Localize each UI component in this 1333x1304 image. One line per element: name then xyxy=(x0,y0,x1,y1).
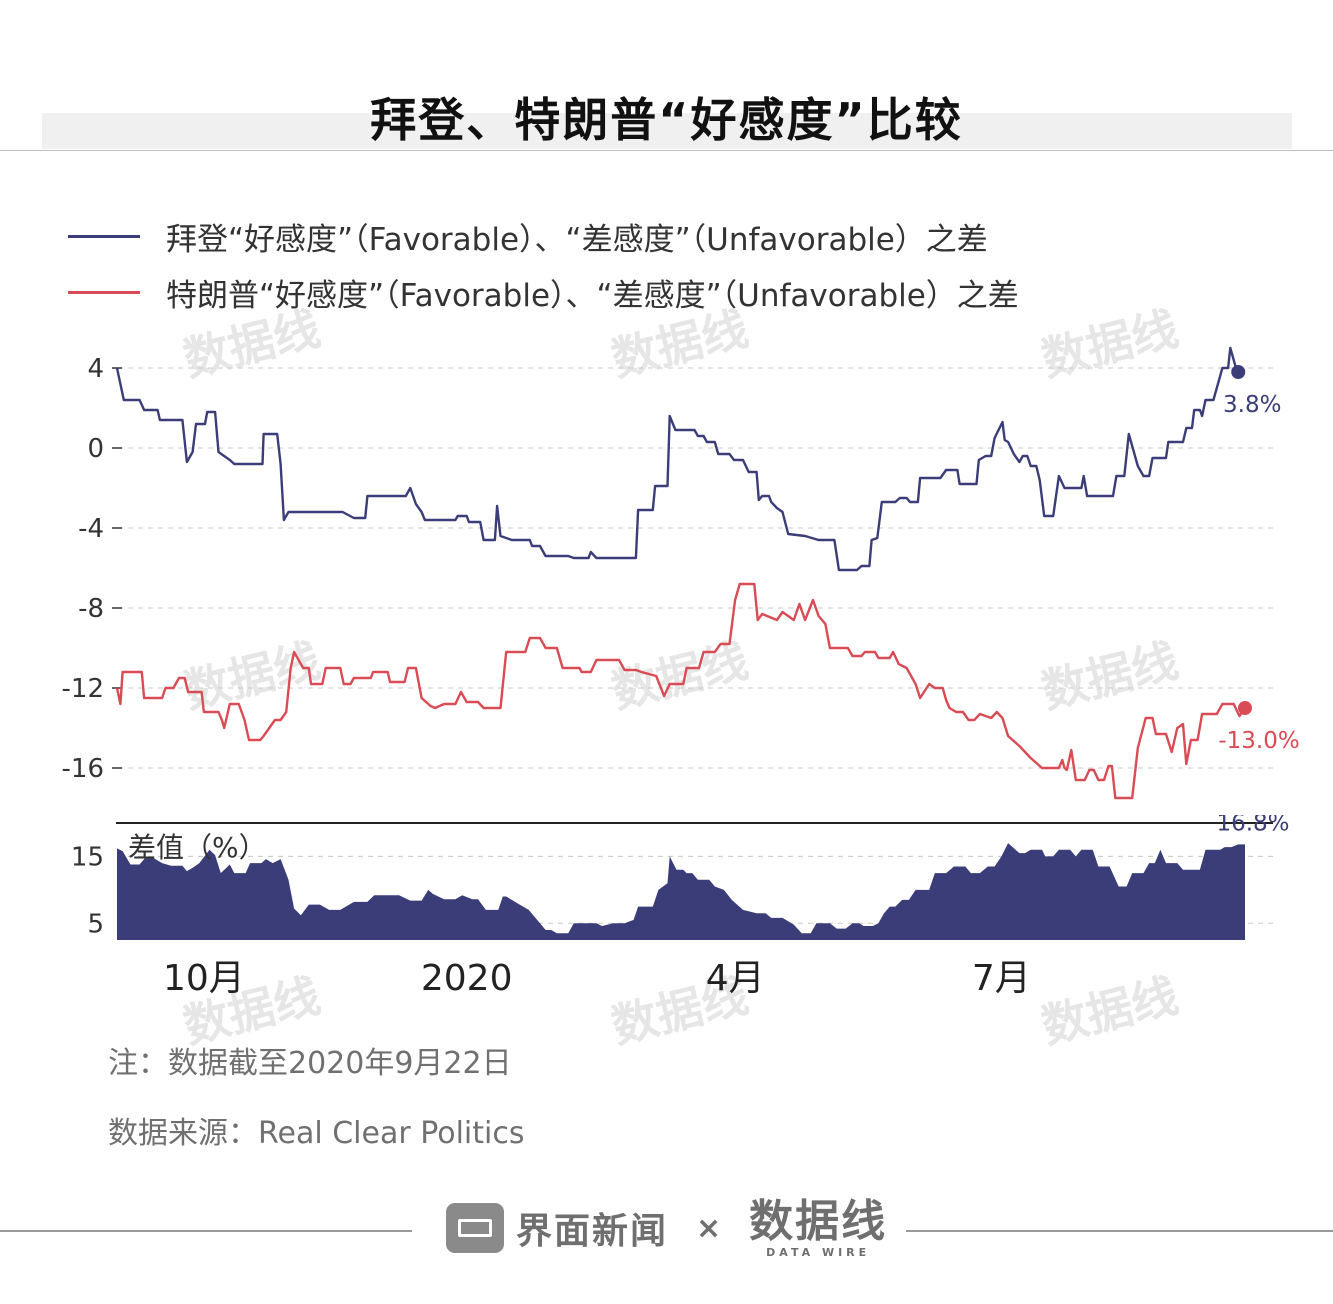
diff-y-tick-label: 15 xyxy=(71,842,104,872)
datawire-logo-text: 数据线 xyxy=(749,1195,888,1247)
legend-swatch-trump xyxy=(68,290,140,294)
footer-rule-left xyxy=(0,1230,412,1232)
difference-area xyxy=(117,843,1245,940)
main-y-axis: 4 0 -4 -8 -12 -16 xyxy=(62,354,122,784)
main-y-tick-label: 0 xyxy=(87,434,104,464)
difference-area-chart: 15 5 差值（%） 16.8% xyxy=(71,815,1290,940)
x-axis-label: 4月 xyxy=(706,958,765,999)
title-band xyxy=(42,113,1292,149)
x-axis-label: 10月 xyxy=(163,958,245,999)
main-series xyxy=(115,346,1246,800)
trump-end-label: -13.0% xyxy=(1218,728,1299,754)
diff-end-marker: 16.8% xyxy=(1216,815,1289,836)
footer-brand: 界面新闻 × 数据线 DATA WIRE xyxy=(446,1195,888,1259)
x-axis-label: 2020 xyxy=(421,958,513,999)
main-y-tick-label: 4 xyxy=(87,354,104,384)
main-line-chart: 4 0 -4 -8 -12 -16 3.8% -13.0% xyxy=(62,346,1300,800)
footer-rule-right xyxy=(906,1230,1333,1232)
diff-y-tick-label: 5 xyxy=(87,909,104,939)
trump-end-point xyxy=(1238,701,1252,715)
main-grid xyxy=(118,367,1273,769)
datawire-logo-subtext: DATA WIRE xyxy=(766,1245,871,1259)
brand-name: 界面新闻 xyxy=(516,1211,669,1252)
jiemian-logo-icon xyxy=(446,1203,504,1253)
biden-end-label: 3.8% xyxy=(1223,392,1281,418)
legend-label-trump: 特朗普“好感度”（Favorable）、“差感度”（Unfavorable）之差 xyxy=(166,277,1019,314)
biden-end-point xyxy=(1231,365,1246,379)
diff-series xyxy=(117,843,1245,940)
main-y-tick-label: -8 xyxy=(78,594,104,624)
trump-series-line xyxy=(115,582,1246,800)
diff-chart-title: 差值（%） xyxy=(128,831,267,864)
diff-y-axis: 15 5 xyxy=(71,842,104,939)
main-y-tick-label: -12 xyxy=(62,674,104,704)
brand-separator: × xyxy=(696,1210,722,1246)
title-rule xyxy=(0,150,1333,151)
biden-series-line xyxy=(115,346,1240,572)
diff-end-label: 16.8% xyxy=(1216,815,1289,836)
datawire-logo: 数据线 DATA WIRE xyxy=(749,1195,888,1259)
main-y-tick-label: -4 xyxy=(78,514,104,544)
main-y-tick-label: -16 xyxy=(62,754,104,784)
main-end-markers: 3.8% -13.0% xyxy=(1218,365,1300,754)
x-axis: 10月 2020 4月 7月 xyxy=(163,958,1031,999)
legend-item-biden: 拜登“好感度”（Favorable）、“差感度”（Unfavorable）之差 xyxy=(68,216,988,258)
x-axis-label: 7月 xyxy=(972,958,1031,999)
legend-item-trump: 特朗普“好感度”（Favorable）、“差感度”（Unfavorable）之差 xyxy=(68,272,1019,314)
legend-swatch-biden xyxy=(68,234,140,238)
data-date-note: 注：数据截至2020年9月22日 xyxy=(108,1046,512,1081)
chart-title: 拜登、特朗普“好感度”比较 xyxy=(370,93,963,147)
data-source-note: 数据来源：Real Clear Politics xyxy=(108,1116,525,1151)
x-axis-labels: 10月 2020 4月 7月 xyxy=(163,958,1031,999)
legend-label-biden: 拜登“好感度”（Favorable）、“差感度”（Unfavorable）之差 xyxy=(166,221,988,258)
